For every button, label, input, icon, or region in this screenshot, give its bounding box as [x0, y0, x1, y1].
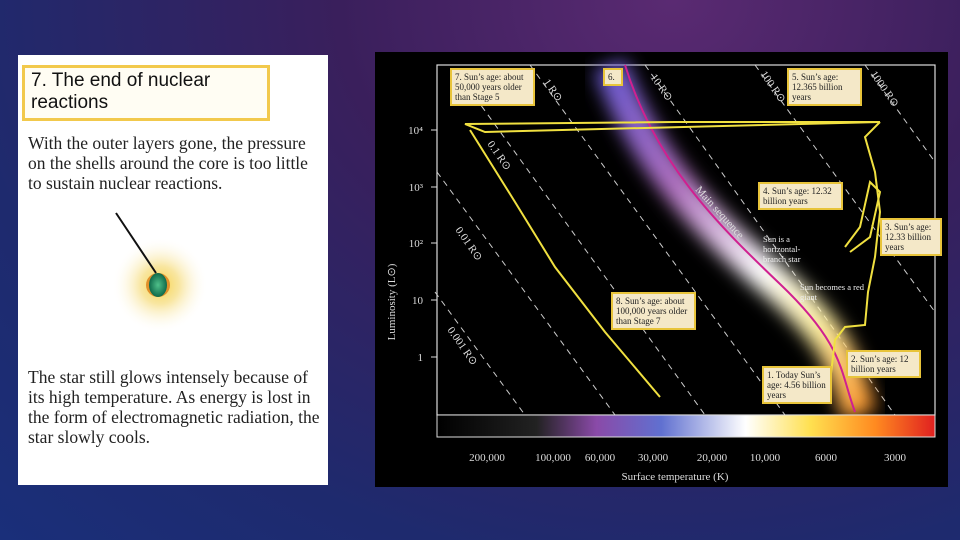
callout: 2. Sun’s age: 12 billion years — [846, 350, 921, 378]
x-tick-label: 100,000 — [535, 452, 571, 464]
y-tick-label: 10² — [409, 238, 424, 250]
radius-lines — [434, 64, 936, 416]
track-segment — [469, 129, 661, 398]
radius-label: 1000 R⊙ — [868, 69, 902, 110]
main-sequence-band — [594, 59, 877, 421]
x-tick-label: 20,000 — [697, 452, 728, 464]
radius-label: 100 R⊙ — [758, 69, 788, 105]
evolution-track — [464, 121, 882, 398]
radius-line — [474, 96, 706, 416]
y-ticks: 10⁴ 10³ 10² 10 1 — [408, 125, 437, 364]
x-ticks: 200,000 100,000 60,000 30,000 20,000 10,000 60… — [469, 452, 906, 464]
hr-diagram: 10⁴ 10³ 10² 10 1 200,000 100,000 60,000 30,000 2… — [375, 52, 948, 487]
y-tick-label: 10⁴ — [408, 125, 423, 137]
callout: 8. Sun’s age: about 100,000 years older … — [611, 292, 696, 330]
star-illustration — [112, 212, 208, 333]
radius-line — [644, 64, 896, 416]
radius-label: 1 R⊙ — [541, 77, 565, 104]
x-tick-label: 200,000 — [469, 452, 505, 464]
pointer-line — [115, 212, 157, 274]
track-segment — [829, 121, 882, 383]
annotation: Sun becomes a red giant — [800, 282, 864, 302]
radius-line — [864, 64, 936, 163]
panel-heading: 7. The end of nuclear reactions — [22, 65, 270, 121]
x-tick-label: 10,000 — [750, 452, 781, 464]
star-core — [149, 273, 167, 297]
y-tick-label: 10 — [412, 295, 424, 307]
radius-line — [436, 171, 616, 416]
paragraph: The star still glows intensely because o… — [28, 367, 320, 447]
x-tick-label: 60,000 — [585, 452, 616, 464]
main-sequence-line — [624, 64, 856, 413]
callout: 4. Sun’s age: 12.32 billion years — [758, 182, 843, 210]
x-axis-title: Surface temperature (K) — [622, 471, 729, 483]
x-tick-label: 30,000 — [638, 452, 669, 464]
track-segment — [464, 121, 881, 134]
callout: 3. Sun’s age: 12.33 billion years — [880, 218, 942, 256]
x-tick-label: 3000 — [884, 452, 907, 464]
x-tick-label: 6000 — [815, 452, 838, 464]
radius-label: 0.01 R⊙ — [453, 225, 485, 263]
text-panel: 7. The end of nuclear reactions With the… — [18, 55, 328, 485]
paragraph: With the outer layers gone, the pressure… — [28, 133, 308, 193]
track-segment — [844, 180, 882, 253]
callout: 6. — [603, 68, 623, 86]
radius-line — [434, 291, 526, 416]
y-axis-title: Luminosity (L⊙) — [386, 263, 398, 340]
y-tick-label: 1 — [418, 352, 424, 364]
callout: 1. Today Sun’s age: 4.56 billion years — [762, 366, 832, 404]
callout: 7. Sun’s age: about 50,000 years older t… — [450, 68, 535, 106]
callout: 5. Sun’s age: 12.365 billion years — [787, 68, 862, 106]
radius-line — [754, 64, 936, 313]
y-tick-label: 10³ — [409, 182, 424, 194]
radius-label: 10 R⊙ — [648, 72, 675, 104]
color-spectrum — [436, 414, 936, 438]
annotation: Sun is a horizontal-branch star — [763, 234, 801, 264]
